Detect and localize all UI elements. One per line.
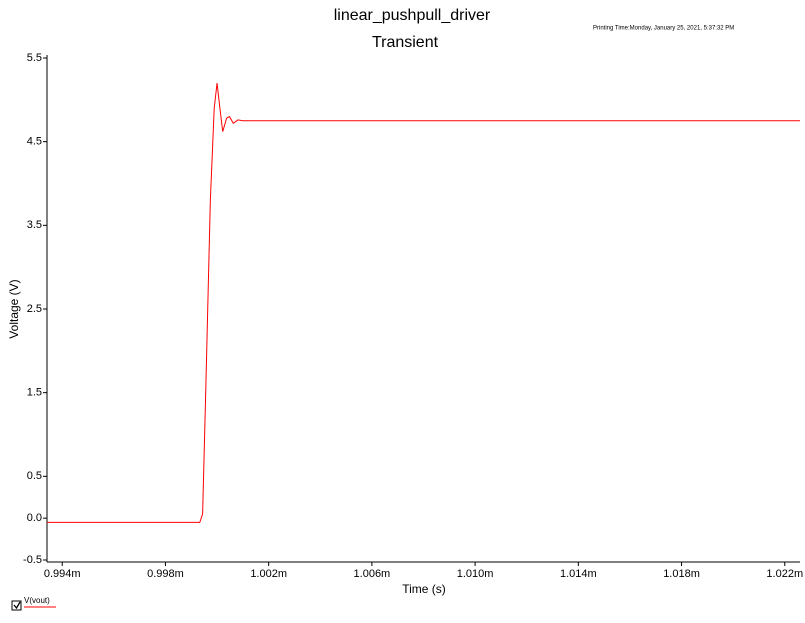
checkmark [13, 601, 21, 610]
legend-checkbox[interactable] [11, 600, 22, 611]
y-tick-label: 0.0 [27, 512, 42, 524]
x-axis-label: Time (s) [402, 582, 446, 596]
y-tick-label: 0.5 [27, 470, 42, 482]
y-tick-label: -0.5 [23, 554, 42, 566]
y-tick-label: 4.5 [27, 136, 42, 148]
chart-subtitle: Transient [372, 34, 439, 51]
series-line [47, 83, 800, 523]
x-tick-label: 0.998m [147, 568, 184, 580]
y-tick-label: 3.5 [27, 219, 42, 231]
x-tick-label: 0.994m [44, 568, 81, 580]
y-tick-label: 1.5 [27, 387, 42, 399]
x-tick-label: 1.018m [663, 568, 700, 580]
x-tick-label: 1.022m [766, 568, 803, 580]
y-tick-label: 5.5 [27, 52, 42, 64]
y-tick-label: 2.5 [27, 303, 42, 315]
x-tick-label: 1.006m [354, 568, 391, 580]
legend-label: V(vout) [24, 596, 50, 605]
x-tick-label: 1.014m [560, 568, 597, 580]
print-time: Printing Time:Monday, January 25, 2021, … [593, 26, 734, 32]
y-axis-label: Voltage (V) [7, 279, 21, 338]
x-tick-label: 1.002m [250, 568, 287, 580]
chart-title: linear_pushpull_driver [334, 7, 491, 24]
x-tick-label: 1.010m [457, 568, 494, 580]
